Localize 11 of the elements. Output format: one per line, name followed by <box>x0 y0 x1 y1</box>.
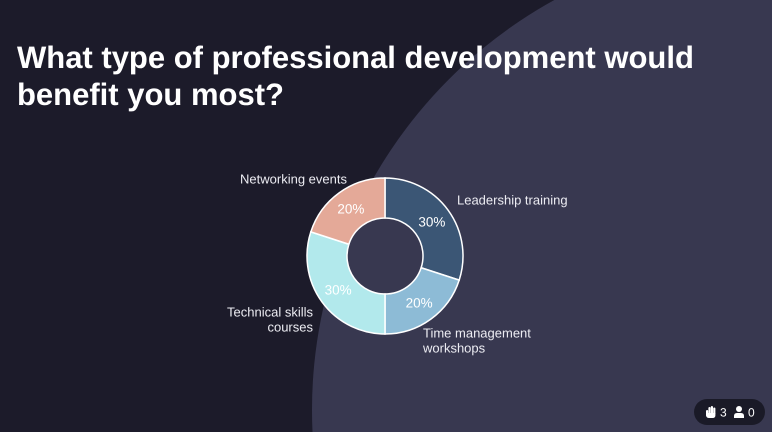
slice-label: Time management workshops <box>422 325 532 356</box>
data-label: 20% <box>406 295 433 310</box>
slice-label: Networking events <box>240 172 348 187</box>
text: 3 <box>720 406 727 420</box>
data-label: 30% <box>418 214 446 230</box>
text: 0 <box>748 406 755 420</box>
data-label: 20% <box>337 202 364 217</box>
data-label: 30% <box>324 282 352 298</box>
chart-title: What type of professional development would benefit you most? <box>17 40 694 112</box>
slice-label: Leadership training <box>456 192 568 208</box>
slice-label: Technical skills courses <box>227 304 314 334</box>
